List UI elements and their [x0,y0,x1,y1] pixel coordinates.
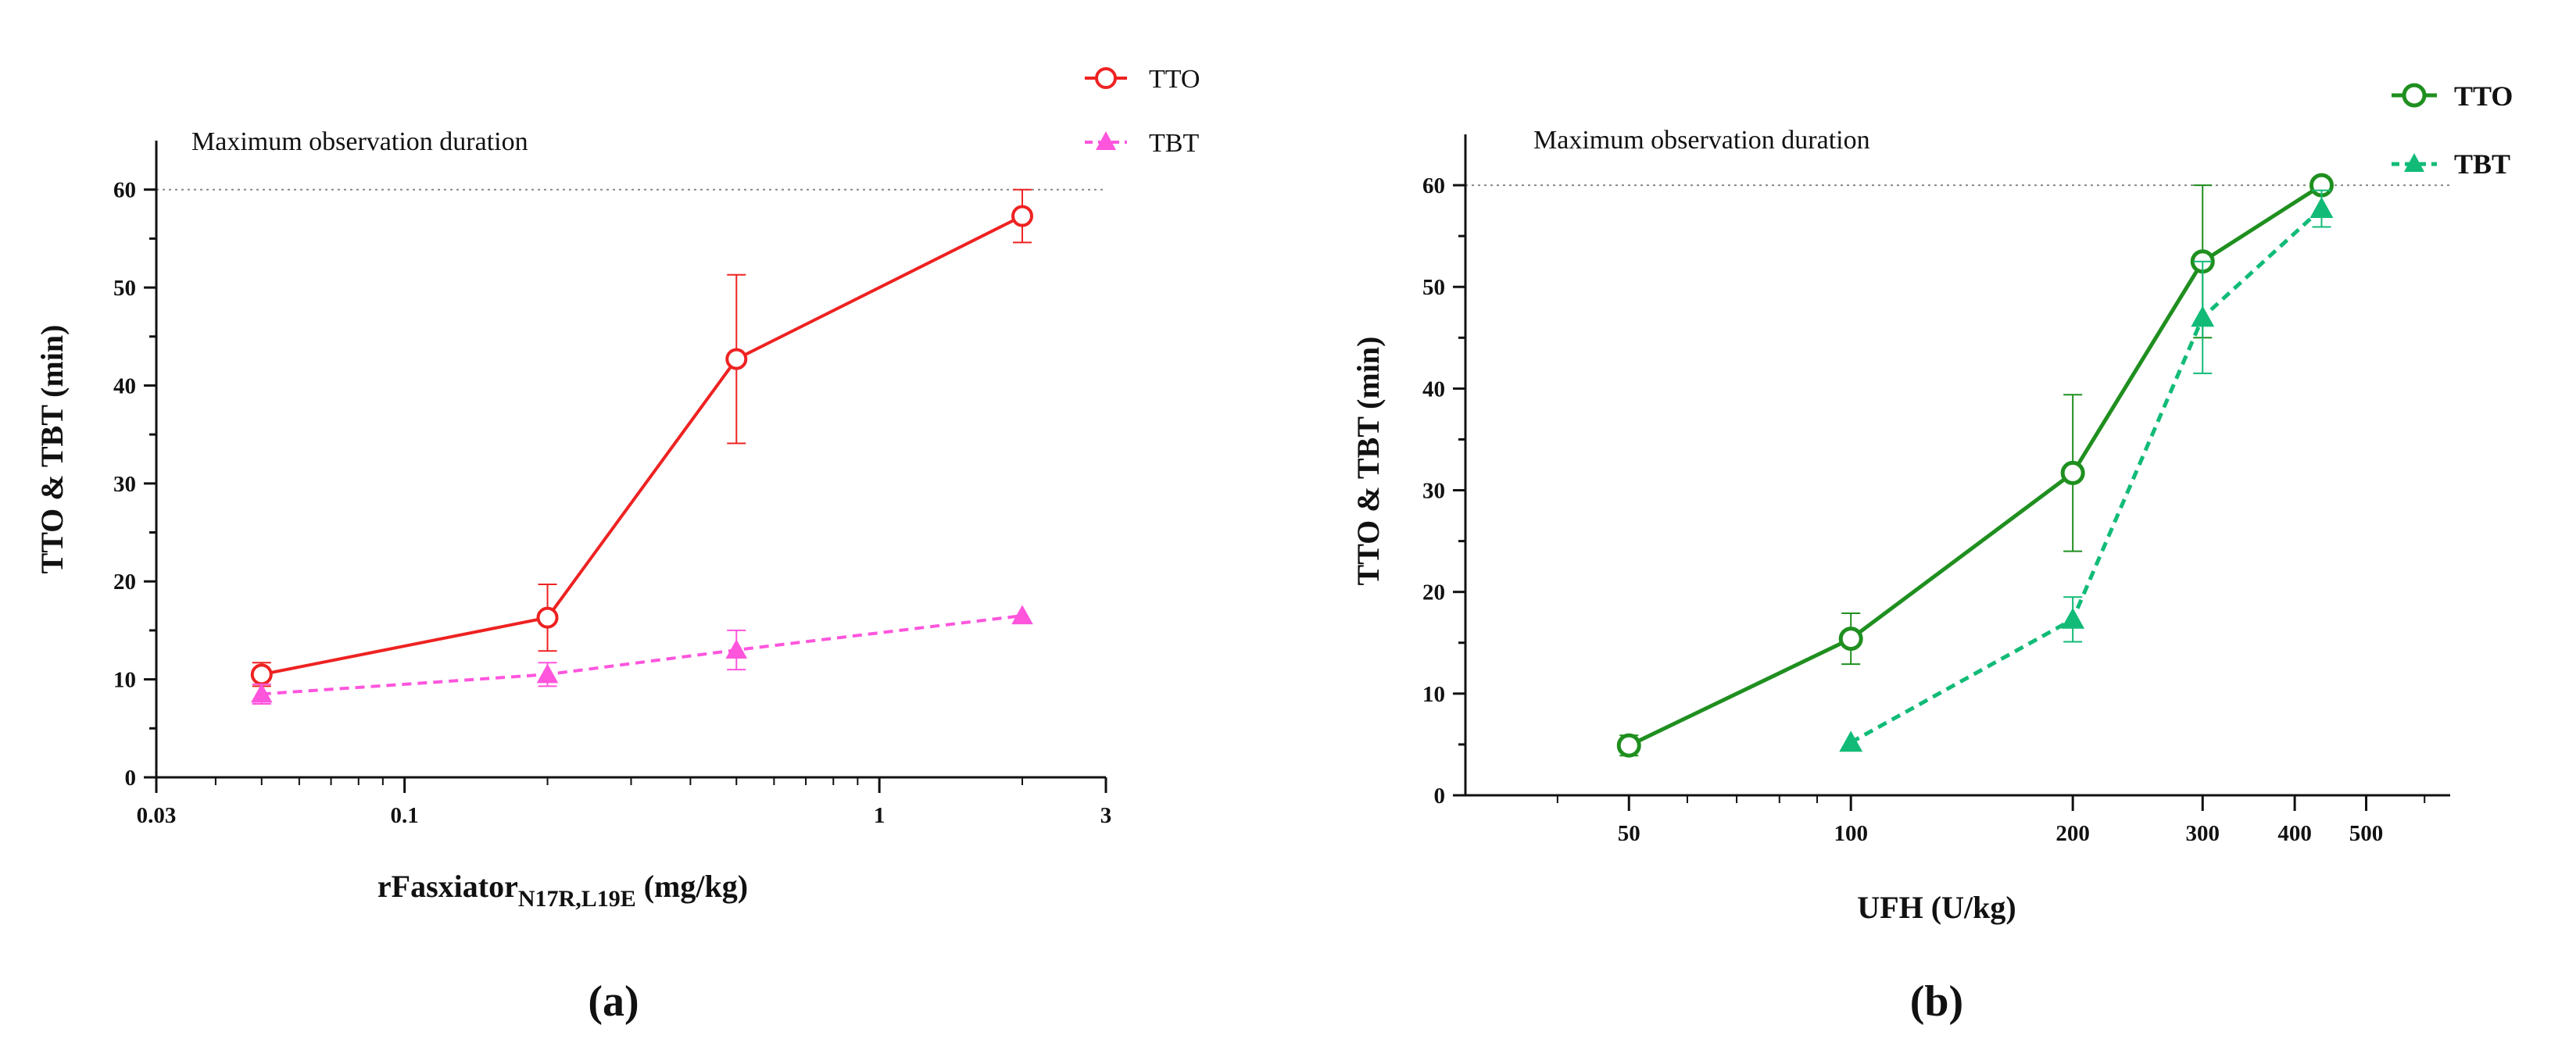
legend-marker-tto [2402,83,2427,108]
y-tick-label: 10 [1422,682,1445,707]
data-point [2061,607,2085,629]
data-point [536,663,559,684]
x-tick-label: 1 [874,803,886,828]
y-tick-label: 60 [113,178,136,203]
x-tick-label: 3 [1100,803,1112,828]
x-tick-label: 400 [2277,821,2312,846]
y-tick-label: 40 [113,373,136,398]
data-point [2309,197,2334,218]
y-tick-label: 30 [1422,479,1445,504]
x-ticks: 0.03 0.1 1 3 [137,777,1112,828]
data-point [725,639,748,659]
data-point [1011,605,1033,625]
data-point [2191,305,2215,327]
y-tick-label: 50 [1422,275,1445,300]
legend-marker-tto [1095,67,1117,89]
data-point [250,683,273,703]
y-tick-label: 20 [113,570,136,595]
series-line [261,614,1023,696]
legend-label-tbt: TBT [1149,129,1199,158]
y-tick-label: 50 [113,276,136,301]
y-axis-title: TTO & TBT (min) [34,325,70,574]
y-ticks: 0 10 20 30 40 50 60 [113,178,156,791]
series [1616,173,2334,758]
series-line [1849,207,2324,745]
chart-panel-a: Maximum observation duration 0 10 20 30 40 50… [34,65,1200,1026]
chart-panel-b: Maximum observation duration 0 10 20 30 40 50… [1351,80,2513,1026]
y-ticks: 0 10 20 30 40 50 60 [1422,173,1465,809]
y-tick-label: 10 [113,668,136,693]
y-tick-label: 0 [1434,784,1446,809]
y-tick-label: 60 [1422,173,1445,198]
series-tto [1616,173,2334,758]
x-axis-title-main: rFasxiator [377,869,518,904]
series-line [261,214,1023,677]
series [250,188,1034,705]
y-tick-label: 30 [113,472,136,497]
y-tick-label: 0 [125,766,137,791]
x-axis-title: UFH (U/kg) [1857,890,2016,925]
x-tick-label: 0.1 [391,803,419,828]
data-point [1616,733,1641,758]
legend-label-tbt: TBT [2454,148,2510,180]
series-tto [250,188,1034,687]
x-axis-title-unit: (mg/kg) [636,869,748,904]
legend: TTO TBT [2392,80,2513,180]
y-tick-label: 40 [1422,377,1445,402]
x-tick-label: 50 [1618,821,1640,846]
panel-label-a: (a) [588,977,639,1026]
x-axis-title-subscript: N17R,L19E [518,886,636,912]
data-point [1011,205,1034,227]
y-axis-title: TTO & TBT (min) [1351,337,1386,586]
series-tbt [250,605,1033,705]
series-tbt [1839,189,2334,752]
x-tick-label: 500 [2349,821,2384,846]
legend-label-tto: TTO [2454,80,2513,112]
data-point [536,606,559,629]
data-point [725,348,748,370]
data-point [250,663,273,686]
legend-label-tto: TTO [1149,65,1200,94]
x-tick-label: 0.03 [137,803,177,828]
max-observation-label: Maximum observation duration [191,127,528,156]
x-tick-label: 200 [2055,821,2090,846]
data-point [2060,460,2085,485]
data-point [1838,627,1863,652]
max-observation-label: Maximum observation duration [1533,126,1870,155]
data-point [1839,730,1863,752]
x-tick-label: 100 [1834,821,1868,846]
x-axis-title: rFasxiatorN17R,L19E (mg/kg) [377,869,748,912]
legend-marker-tbt [1096,131,1116,150]
legend-marker-tbt [2404,153,2424,172]
x-tick-label: 300 [2186,821,2220,846]
panel-label-b: (b) [1910,977,1963,1026]
legend: TTO TBT [1085,65,1200,158]
y-tick-label: 20 [1422,580,1445,605]
x-ticks: 50 100 200 300 400 500 [1556,795,2426,846]
